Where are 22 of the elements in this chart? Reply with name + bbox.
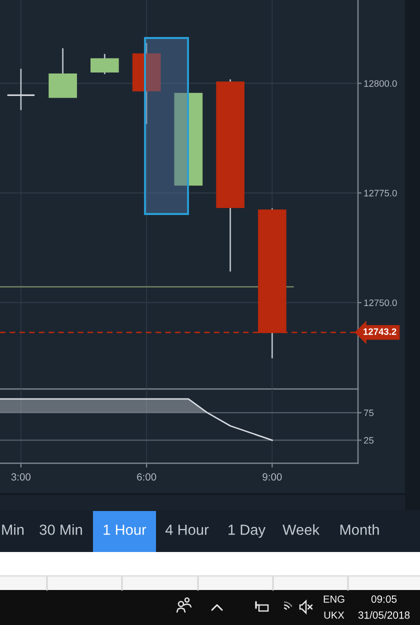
text: 1 Hour xyxy=(104,524,146,535)
x-tick-label: 9:00 xyxy=(262,473,282,481)
x-tick-label: 6:00 xyxy=(137,473,156,481)
line-series xyxy=(0,398,273,441)
text: Month xyxy=(340,524,379,535)
ref-line-label: 12743.2 xyxy=(364,328,396,335)
x-tick-label: 3:00 xyxy=(11,473,31,481)
text: 31/05/2018 xyxy=(358,611,410,619)
y-tick-label: 25 xyxy=(364,437,374,444)
candlestick xyxy=(6,68,36,111)
y-tick-label: 12800.0 xyxy=(364,80,397,87)
text: Week xyxy=(282,524,320,535)
text: ENG xyxy=(324,596,344,603)
text: 09:05 xyxy=(371,595,397,603)
text: UKX xyxy=(324,612,344,619)
text: 30 Min xyxy=(40,524,82,535)
y-tick-label: 75 xyxy=(364,410,374,416)
y-tick-label: 12775.0 xyxy=(364,190,397,196)
text: 4 Hour xyxy=(165,524,209,535)
text: Min xyxy=(2,524,24,535)
text: 1 Day xyxy=(228,524,266,538)
y-tick-label: 12750.0 xyxy=(364,299,397,306)
